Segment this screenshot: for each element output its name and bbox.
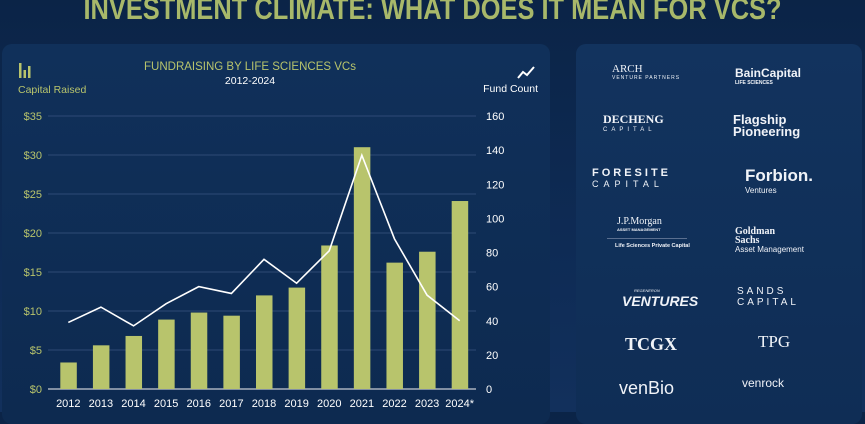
logo-extra-text: Life Sciences Private Capital xyxy=(615,243,690,249)
logo-panel xyxy=(576,44,862,424)
right-tick-label: 0 xyxy=(486,384,492,396)
logo-name: Goldman Sachs xyxy=(735,226,776,246)
logo-venrock: venrock xyxy=(742,376,784,390)
logo-subtext: CAPITAL xyxy=(737,297,799,308)
logo-j-p-morgan: J.P.Morgan ASSET MANAGEMENT Life Sciences … xyxy=(607,216,690,249)
right-tick-label: 20 xyxy=(486,350,498,362)
right-tick-label: 60 xyxy=(486,282,498,294)
logo-subtext: VENTURE PARTNERS xyxy=(612,75,681,81)
fundraising-chart: $0 $5 $10 $15 $20 $25 $30 $35 0 20 40 60 80 100 120 14… xyxy=(18,61,538,410)
right-tick-label: 120 xyxy=(486,179,504,191)
chart-subtitle: 2012-2024 xyxy=(225,75,275,87)
bars xyxy=(60,147,469,389)
logo-subtext: LIFE SCIENCES xyxy=(735,80,773,86)
right-tick-label: 100 xyxy=(486,213,504,225)
left-tick-label: $25 xyxy=(24,189,42,201)
bar-2019 xyxy=(288,287,306,389)
left-axis-labels: $0 $5 $10 $15 $20 $25 $30 $35 xyxy=(24,111,42,396)
right-tick-label: 80 xyxy=(486,248,498,260)
logo-subtext: REGENERON xyxy=(634,288,660,293)
logo-forbion: Forbion. Ventures xyxy=(745,166,813,195)
chart-title: FUNDRAISING BY LIFE SCIENCES VCs xyxy=(144,61,356,73)
logo-name: BainCapital xyxy=(735,66,802,80)
bar-2016 xyxy=(190,312,208,389)
logo-name: TPG xyxy=(758,332,791,351)
x-tick-label: 2017 xyxy=(219,398,243,410)
bar-2022 xyxy=(386,262,403,389)
x-tick-label: 2021 xyxy=(350,398,374,410)
bar-2014 xyxy=(125,335,143,389)
right-axis-labels: 0 20 40 60 80 100 120 140 160 xyxy=(486,111,504,396)
bar-2021 xyxy=(353,147,371,389)
bar-2015 xyxy=(158,319,175,389)
logo-name: Flagship xyxy=(733,112,787,127)
x-tick-label: 2024* xyxy=(445,398,474,410)
left-tick-label: $5 xyxy=(30,345,42,357)
logo-name: venrock xyxy=(742,376,785,390)
right-tick-label: 160 xyxy=(486,111,504,123)
x-tick-label: 2013 xyxy=(89,398,113,410)
x-tick-label: 2015 xyxy=(154,398,178,410)
logo-subtext: Ventures xyxy=(745,186,777,195)
x-tick-label: 2016 xyxy=(187,398,211,410)
divider xyxy=(607,238,687,239)
x-tick-label: 2014 xyxy=(121,398,145,410)
logo-sands: SANDS CAPITAL xyxy=(737,286,799,308)
logo-subtext: Asset Management xyxy=(735,245,804,254)
x-tick-label: 2020 xyxy=(317,398,341,410)
logo-foresite: FORESITE CAPITAL xyxy=(592,167,671,189)
bar-2018 xyxy=(256,295,273,389)
bar-2023 xyxy=(419,251,436,389)
left-tick-label: $30 xyxy=(24,150,42,162)
left-tick-label: $15 xyxy=(24,267,42,279)
line-chart-icon xyxy=(517,66,535,79)
logo-name: J.P.Morgan xyxy=(617,216,662,227)
logo-name: SANDS xyxy=(737,286,787,297)
bar-2012 xyxy=(60,362,77,389)
logo-venbio: venBio xyxy=(619,378,674,399)
left-tick-label: $0 xyxy=(30,384,42,396)
bar-2020 xyxy=(321,245,338,389)
bar-chart-icon xyxy=(19,63,31,78)
x-tick-label: 2023 xyxy=(415,398,439,410)
page-title: INVESTMENT CLIMATE: WHAT DOES IT MEAN FO… xyxy=(83,0,782,26)
logo-name: DECHENG xyxy=(603,112,664,126)
logo-subtext: CAPITAL xyxy=(592,179,664,189)
right-tick-label: 40 xyxy=(486,316,498,328)
left-axis-legend: Capital Raised xyxy=(18,84,86,96)
logo-name: VENTURES xyxy=(622,293,699,309)
bar-2017 xyxy=(223,315,240,389)
logo-name: FORESITE xyxy=(592,167,672,179)
left-tick-label: $35 xyxy=(24,111,42,123)
logo-name: Forbion. xyxy=(745,166,813,185)
right-tick-label: 140 xyxy=(486,145,504,157)
logo-flagship: Flagship Pioneering xyxy=(733,112,801,139)
x-tick-label: 2018 xyxy=(252,398,276,410)
logo-baincapital: BainCapital LIFE SCIENCES xyxy=(735,66,801,86)
logo-tcgx: TCGX xyxy=(625,334,677,355)
logo-name: TCGX xyxy=(625,334,678,354)
x-tick-label: 2022 xyxy=(382,398,406,410)
logo-ventures: REGENERON VENTURES xyxy=(622,288,698,309)
gridlines xyxy=(48,115,476,390)
left-tick-label: $10 xyxy=(24,306,42,318)
left-tick-label: $20 xyxy=(24,228,42,240)
x-tick-label: 2012 xyxy=(56,398,80,410)
bar-2013 xyxy=(92,345,110,389)
logo-subtext: Pioneering xyxy=(733,124,801,139)
logo-tpg: TPG xyxy=(758,332,790,352)
bar-2024* xyxy=(451,201,469,389)
fund-count-line xyxy=(67,152,461,327)
logo-subtext: CAPITAL xyxy=(603,127,656,133)
logo-goldman-sachs: Goldman Sachs Asset Management xyxy=(735,226,804,255)
logo-name: venBio xyxy=(619,378,675,398)
logo-subtext: ASSET MANAGEMENT xyxy=(617,227,661,232)
x-axis-labels: 2012 2013 2014 2015 2016 2017 2018 2019 2020 2021… xyxy=(56,398,475,410)
logo-decheng: DECHENG CAPITAL xyxy=(603,112,664,133)
logo-arch: ARCH VENTURE PARTNERS xyxy=(612,63,680,81)
logo-name: ARCH xyxy=(612,63,643,75)
x-tick-label: 2019 xyxy=(284,398,308,410)
right-axis-legend: Fund Count xyxy=(483,83,538,95)
